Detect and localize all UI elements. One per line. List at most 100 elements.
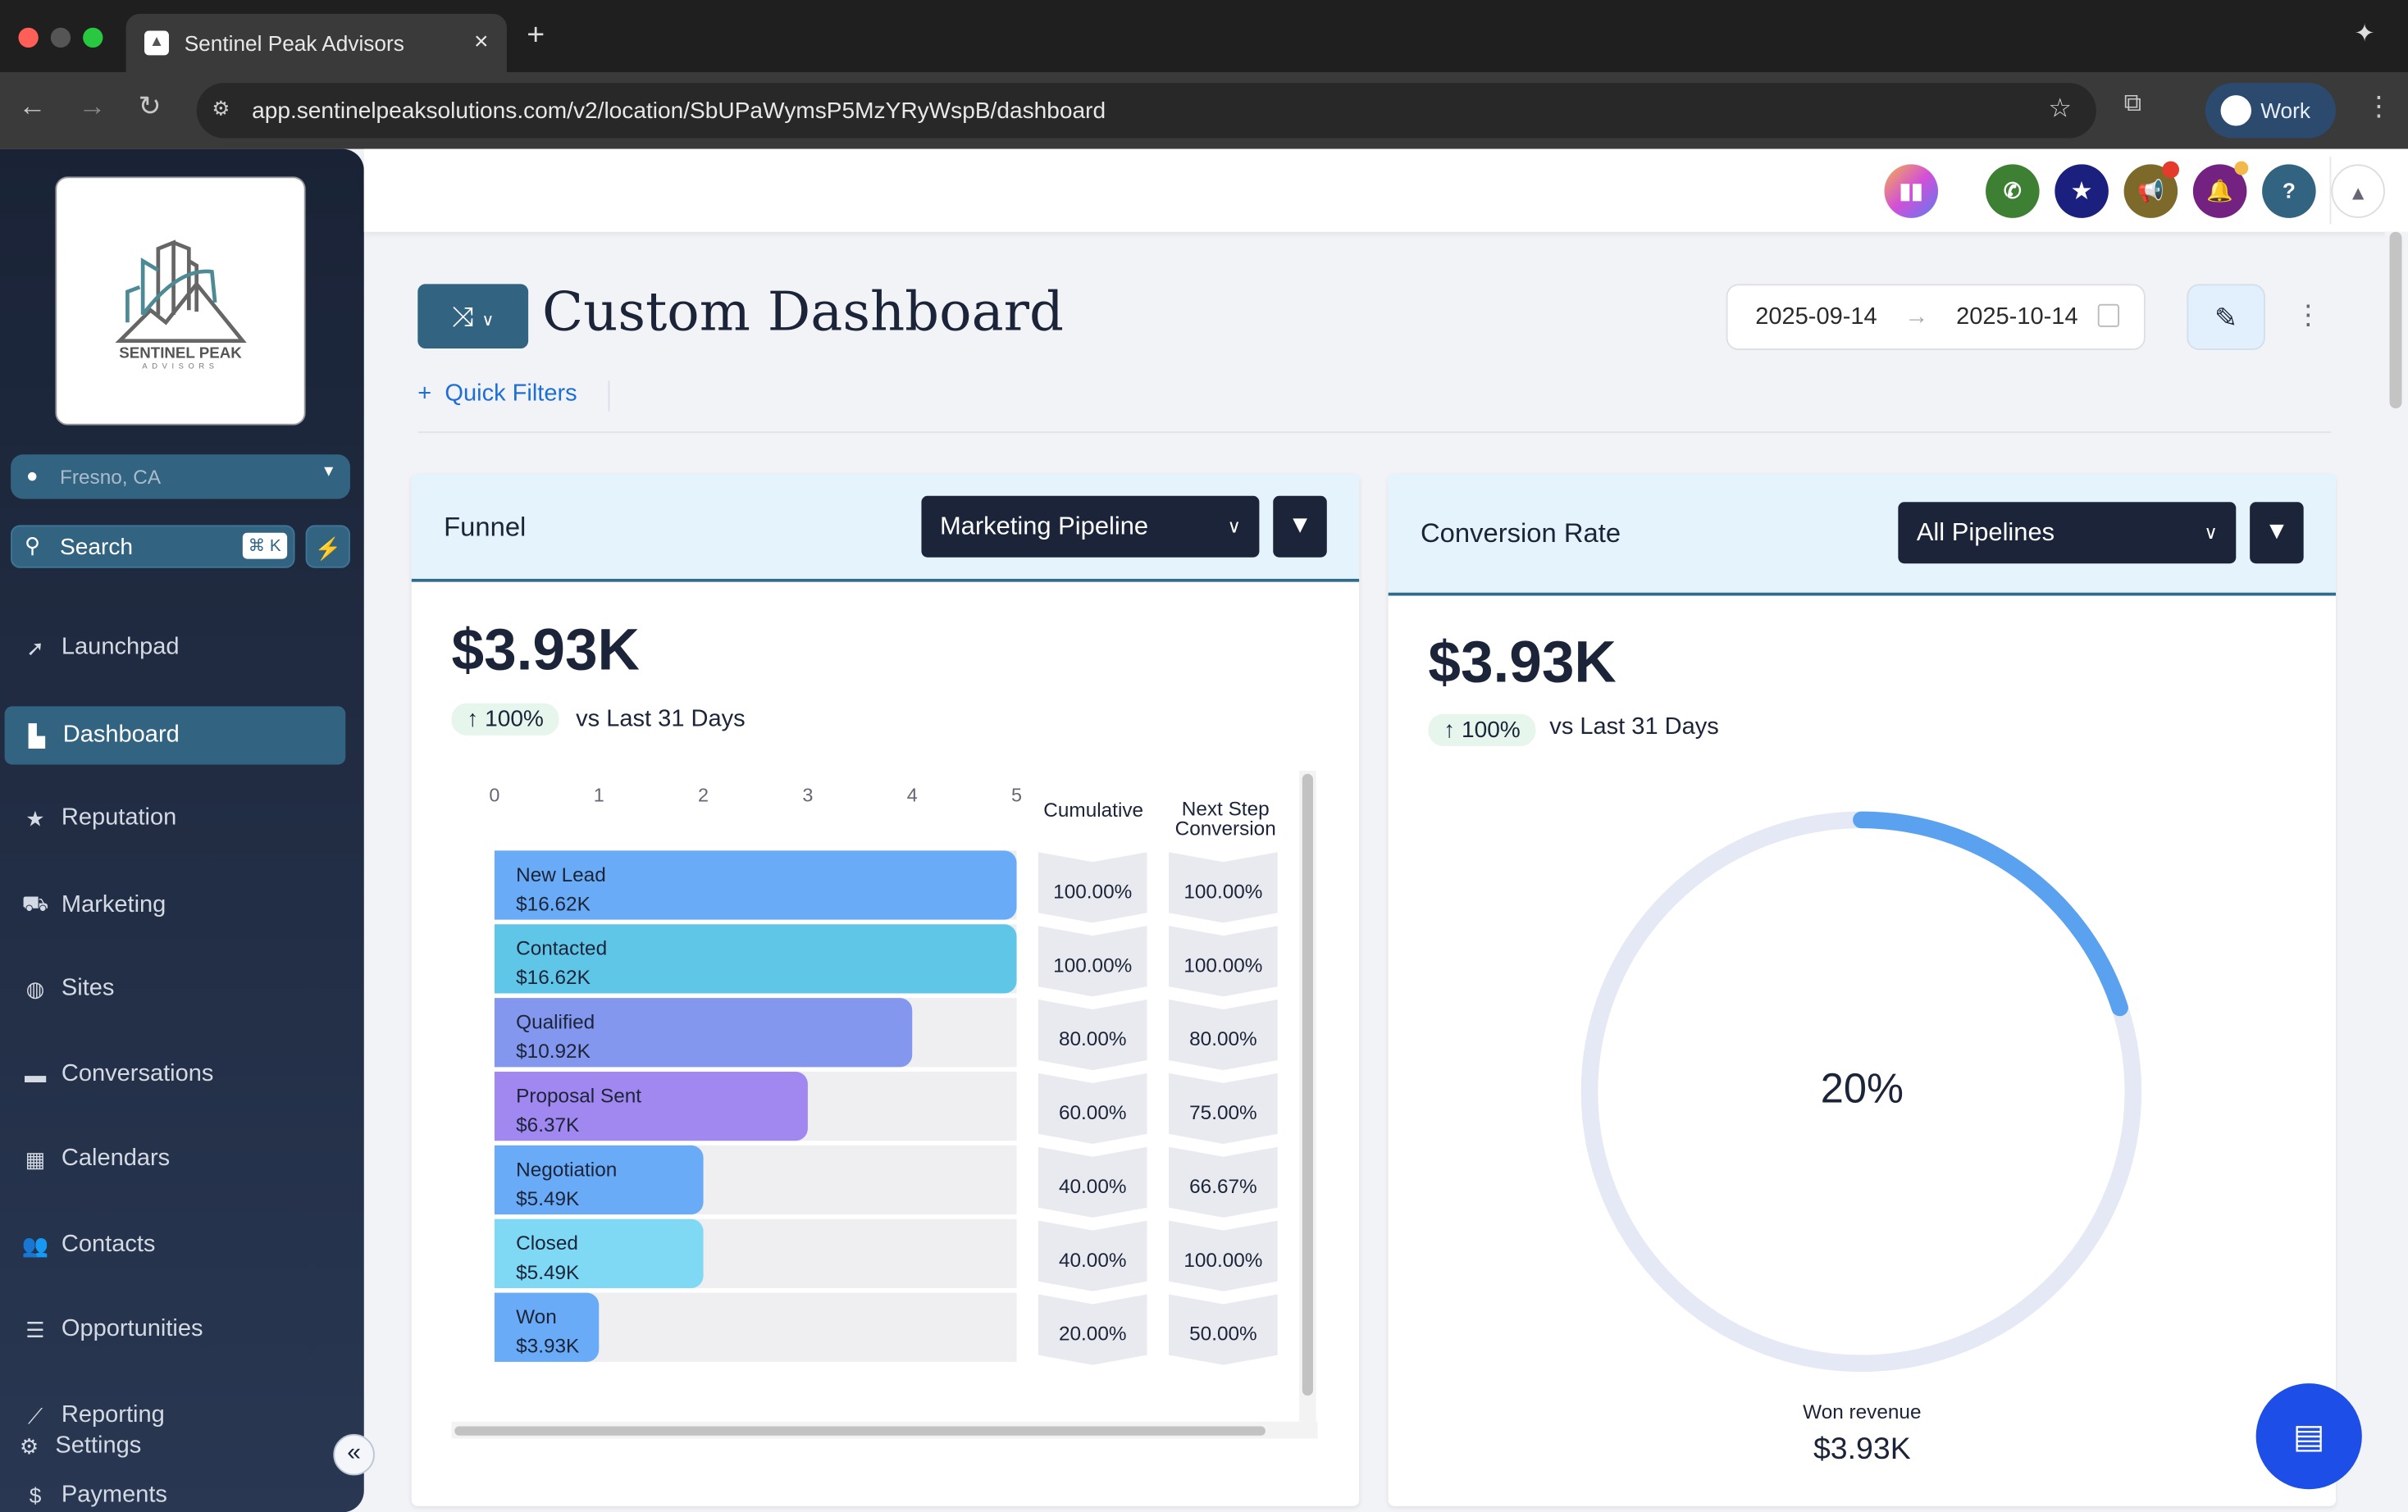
location-switcher[interactable]: ● Fresno, CA ▼	[11, 454, 350, 499]
funnel-bar[interactable]: Contacted $16.62K	[494, 924, 1017, 994]
sidebar-item-payments[interactable]: $ Payments	[21, 1482, 344, 1510]
forward-icon[interactable]: →	[78, 90, 107, 121]
search-button[interactable]: ⚲ Search ⌘ K	[11, 525, 295, 568]
maximize-window-button[interactable]	[83, 27, 103, 48]
funnel-bar[interactable]: Negotiation $5.49K	[494, 1145, 704, 1215]
quick-filters-button[interactable]: + Quick Filters	[417, 380, 577, 408]
location-name: Fresno, CA	[60, 465, 162, 489]
company-logo[interactable]: SENTINEL PEAK ADVISORS	[55, 176, 306, 426]
sidebar-item-opportunities[interactable]: ☰ Opportunities	[21, 1316, 344, 1344]
star-button[interactable]: ★	[2055, 164, 2109, 218]
funnel-compare-label: vs Last 31 Days	[576, 706, 746, 733]
bookmark-star-icon[interactable]: ☆	[2048, 93, 2072, 123]
back-icon[interactable]: ←	[18, 90, 47, 121]
x-tick-label: 0	[489, 784, 500, 807]
funnel-bar[interactable]: Won $3.93K	[494, 1292, 600, 1362]
account-avatar[interactable]: ▲	[2331, 164, 2385, 218]
chat-widget-button[interactable]: ▤	[2255, 1383, 2362, 1490]
date-start[interactable]: 2025-09-14	[1755, 303, 1877, 330]
shuffle-icon: ⤨	[451, 301, 474, 332]
sidebar-item-label: Reporting	[61, 1401, 165, 1428]
pipeline-value: All Pipelines	[1916, 517, 2055, 546]
more-options-icon[interactable]: ⋮	[2294, 299, 2323, 330]
notification-badge	[2162, 161, 2180, 179]
sidebar-item-label: Settings	[55, 1432, 142, 1459]
date-end[interactable]: 2025-10-14	[1956, 303, 2078, 330]
sidebar-item-label: Calendars	[61, 1145, 171, 1172]
top-header: ▲ ▮▮ ✆ ★ 📢 🔔?	[363, 148, 2408, 232]
site-settings-icon[interactable]: ⚙	[212, 96, 230, 121]
minimize-window-button[interactable]	[50, 27, 71, 48]
funnel-bar[interactable]: Closed $5.49K	[494, 1218, 704, 1288]
pipeline-select[interactable]: Marketing Pipeline ∨	[921, 495, 1260, 558]
sidebar-item-calendars[interactable]: ▦ Calendars	[21, 1145, 344, 1173]
sidebar-item-launchpad[interactable]: ➚ Launchpad	[21, 634, 344, 662]
megaphone-icon: 📢	[2137, 178, 2164, 203]
funnel-vertical-scrollbar[interactable]	[1299, 770, 1316, 1422]
profile-button[interactable]: Work	[2205, 83, 2336, 139]
new-tab-button[interactable]: +	[527, 18, 545, 52]
sidebar-item-reputation[interactable]: ★ Reputation	[21, 804, 344, 832]
sidebar-item-label: Payments	[61, 1481, 167, 1508]
conversion-donut	[1580, 811, 2142, 1373]
url-text: app.sentinelpeaksolutions.com/v2/locatio…	[252, 97, 1106, 124]
stage-name: Won	[516, 1305, 557, 1328]
funnel-row: Proposal Sent $6.37K	[494, 1071, 1017, 1141]
chevron-down-icon: ▼	[321, 463, 337, 481]
collapse-sidebar-button[interactable]: «	[333, 1433, 375, 1476]
profile-avatar-icon	[2220, 95, 2252, 126]
sidebar-item-settings[interactable]: ⚙ Settings	[16, 1432, 338, 1460]
filter-icon: ▼	[1288, 512, 1312, 540]
stage-amount: $5.49K	[516, 1260, 580, 1284]
cumulative-cell: 20.00%	[1038, 1294, 1147, 1365]
quick-actions-button[interactable]: ⚡	[305, 525, 350, 568]
sidebar-item-label: Launchpad	[61, 634, 180, 661]
cast-icon[interactable]: ⧉	[2123, 90, 2142, 117]
sidebar-item-label: Reputation	[61, 804, 177, 831]
funnel-bar[interactable]: New Lead $16.62K	[494, 850, 1017, 920]
url-bar[interactable]: ⚙ app.sentinelpeaksolutions.com/v2/locat…	[196, 83, 2096, 139]
star-icon: ★	[25, 805, 45, 831]
page-scrollbar[interactable]	[2384, 231, 2408, 1512]
profile-label: Work	[2260, 98, 2310, 123]
close-window-button[interactable]	[18, 27, 39, 48]
funnel-row: Qualified $10.92K	[494, 998, 1017, 1068]
apps-icon: ▮▮	[1899, 178, 1923, 203]
sidebar-item-sites[interactable]: ◍ Sites	[21, 975, 344, 1003]
funnel-bar[interactable]: Qualified $10.92K	[494, 998, 913, 1068]
browser-tab[interactable]: ▲ Sentinel Peak Advisors ×	[125, 13, 507, 73]
gemini-icon[interactable]: ✦	[2354, 21, 2375, 48]
sidebar-item-marketing[interactable]: ⛟ Marketing	[21, 890, 344, 920]
funnel-bar[interactable]: Proposal Sent $6.37K	[494, 1071, 808, 1141]
stage-amount: $5.49K	[516, 1186, 580, 1210]
megaphone-button[interactable]: 📢	[2123, 161, 2180, 218]
sidebar-item-contacts[interactable]: 👥 Contacts	[21, 1232, 344, 1259]
conversion-rate-value: 20%	[1820, 1065, 1904, 1112]
conversion-filter-button[interactable]: ▼	[2250, 502, 2304, 564]
funnel-filter-button[interactable]: ▼	[1273, 495, 1327, 558]
sidebar-item-reporting[interactable]: ⟋ Reporting	[21, 1402, 344, 1430]
sidebar-item-conversations[interactable]: ▬ Conversations	[21, 1061, 344, 1089]
conversion-pipeline-select[interactable]: All Pipelines ∨	[1898, 502, 2237, 564]
help-button[interactable]: ?	[2262, 164, 2316, 218]
dashboard-switcher-button[interactable]: ⤨ ∨	[417, 284, 529, 349]
reload-icon[interactable]: ↻	[138, 90, 162, 121]
date-range-picker[interactable]: 2025-09-14 → 2025-10-14	[1726, 284, 2146, 350]
next-step-cell: 50.00%	[1168, 1294, 1278, 1365]
stage-name: New Lead	[516, 863, 606, 886]
browser-menu-icon[interactable]: ⋮	[2365, 90, 2393, 121]
stage-amount: $10.92K	[516, 1039, 591, 1063]
sidebar-item-dashboard[interactable]: ▙ Dashboard	[4, 706, 346, 765]
funnel-row: New Lead $16.62K	[494, 850, 1017, 920]
funnel-horizontal-scrollbar[interactable]	[451, 1421, 1318, 1439]
tab-close-icon[interactable]: ×	[473, 29, 489, 56]
apps-button[interactable]: ▮▮	[1884, 164, 1939, 218]
edit-dashboard-button[interactable]: ✎	[2187, 284, 2265, 350]
help-icon: ?	[2282, 178, 2296, 203]
won-revenue-value: $3.93K	[1813, 1432, 1911, 1467]
logo-text: SENTINEL PEAK	[119, 345, 242, 362]
phone-button[interactable]: ✆	[1986, 164, 2040, 218]
conversion-compare-label: vs Last 31 Days	[1549, 713, 1719, 740]
bell-button[interactable]: 🔔	[2192, 161, 2249, 218]
filter-icon: ▼	[2264, 518, 2289, 545]
